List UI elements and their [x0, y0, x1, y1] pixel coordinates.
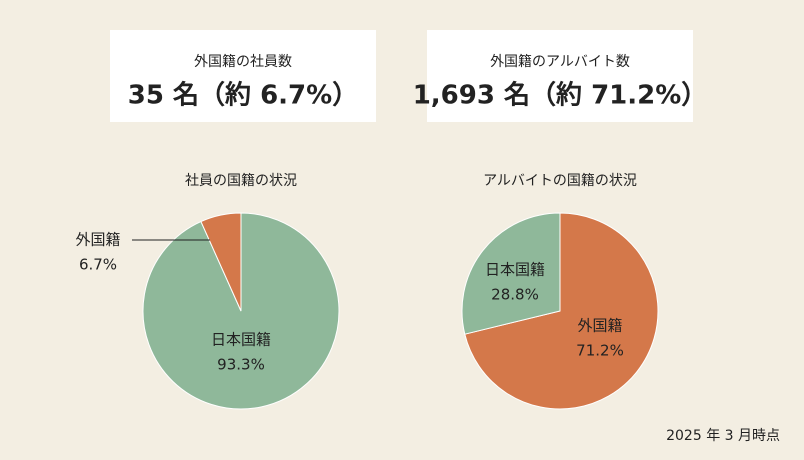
slice-value: 71.2% — [576, 342, 624, 360]
slice-label: 日本国籍 — [485, 261, 545, 279]
slice-value: 6.7% — [79, 256, 117, 274]
stat-box — [110, 30, 376, 122]
slice-label: 日本国籍 — [211, 331, 271, 349]
pie-slice — [200, 212, 242, 312]
chart-title: アルバイトの国籍の状況 — [483, 172, 637, 189]
stat-box — [427, 30, 693, 122]
pie-slice — [464, 212, 659, 410]
stat-label: 外国籍のアルバイト数 — [490, 53, 630, 70]
pie-slice — [461, 212, 561, 335]
footnote: 2025 年 3 月時点 — [666, 428, 780, 444]
slice-value: 28.8% — [491, 286, 539, 304]
stat-value: 35 名（約 6.7%） — [128, 80, 358, 111]
slice-value: 93.3% — [217, 356, 265, 374]
stat-value: 1,693 名（約 71.2%） — [413, 80, 708, 111]
stat-label: 外国籍の社員数 — [194, 53, 292, 70]
slice-label: 外国籍 — [75, 231, 120, 249]
slice-label: 外国籍 — [577, 317, 622, 335]
chart-title: 社員の国籍の状況 — [185, 172, 297, 189]
